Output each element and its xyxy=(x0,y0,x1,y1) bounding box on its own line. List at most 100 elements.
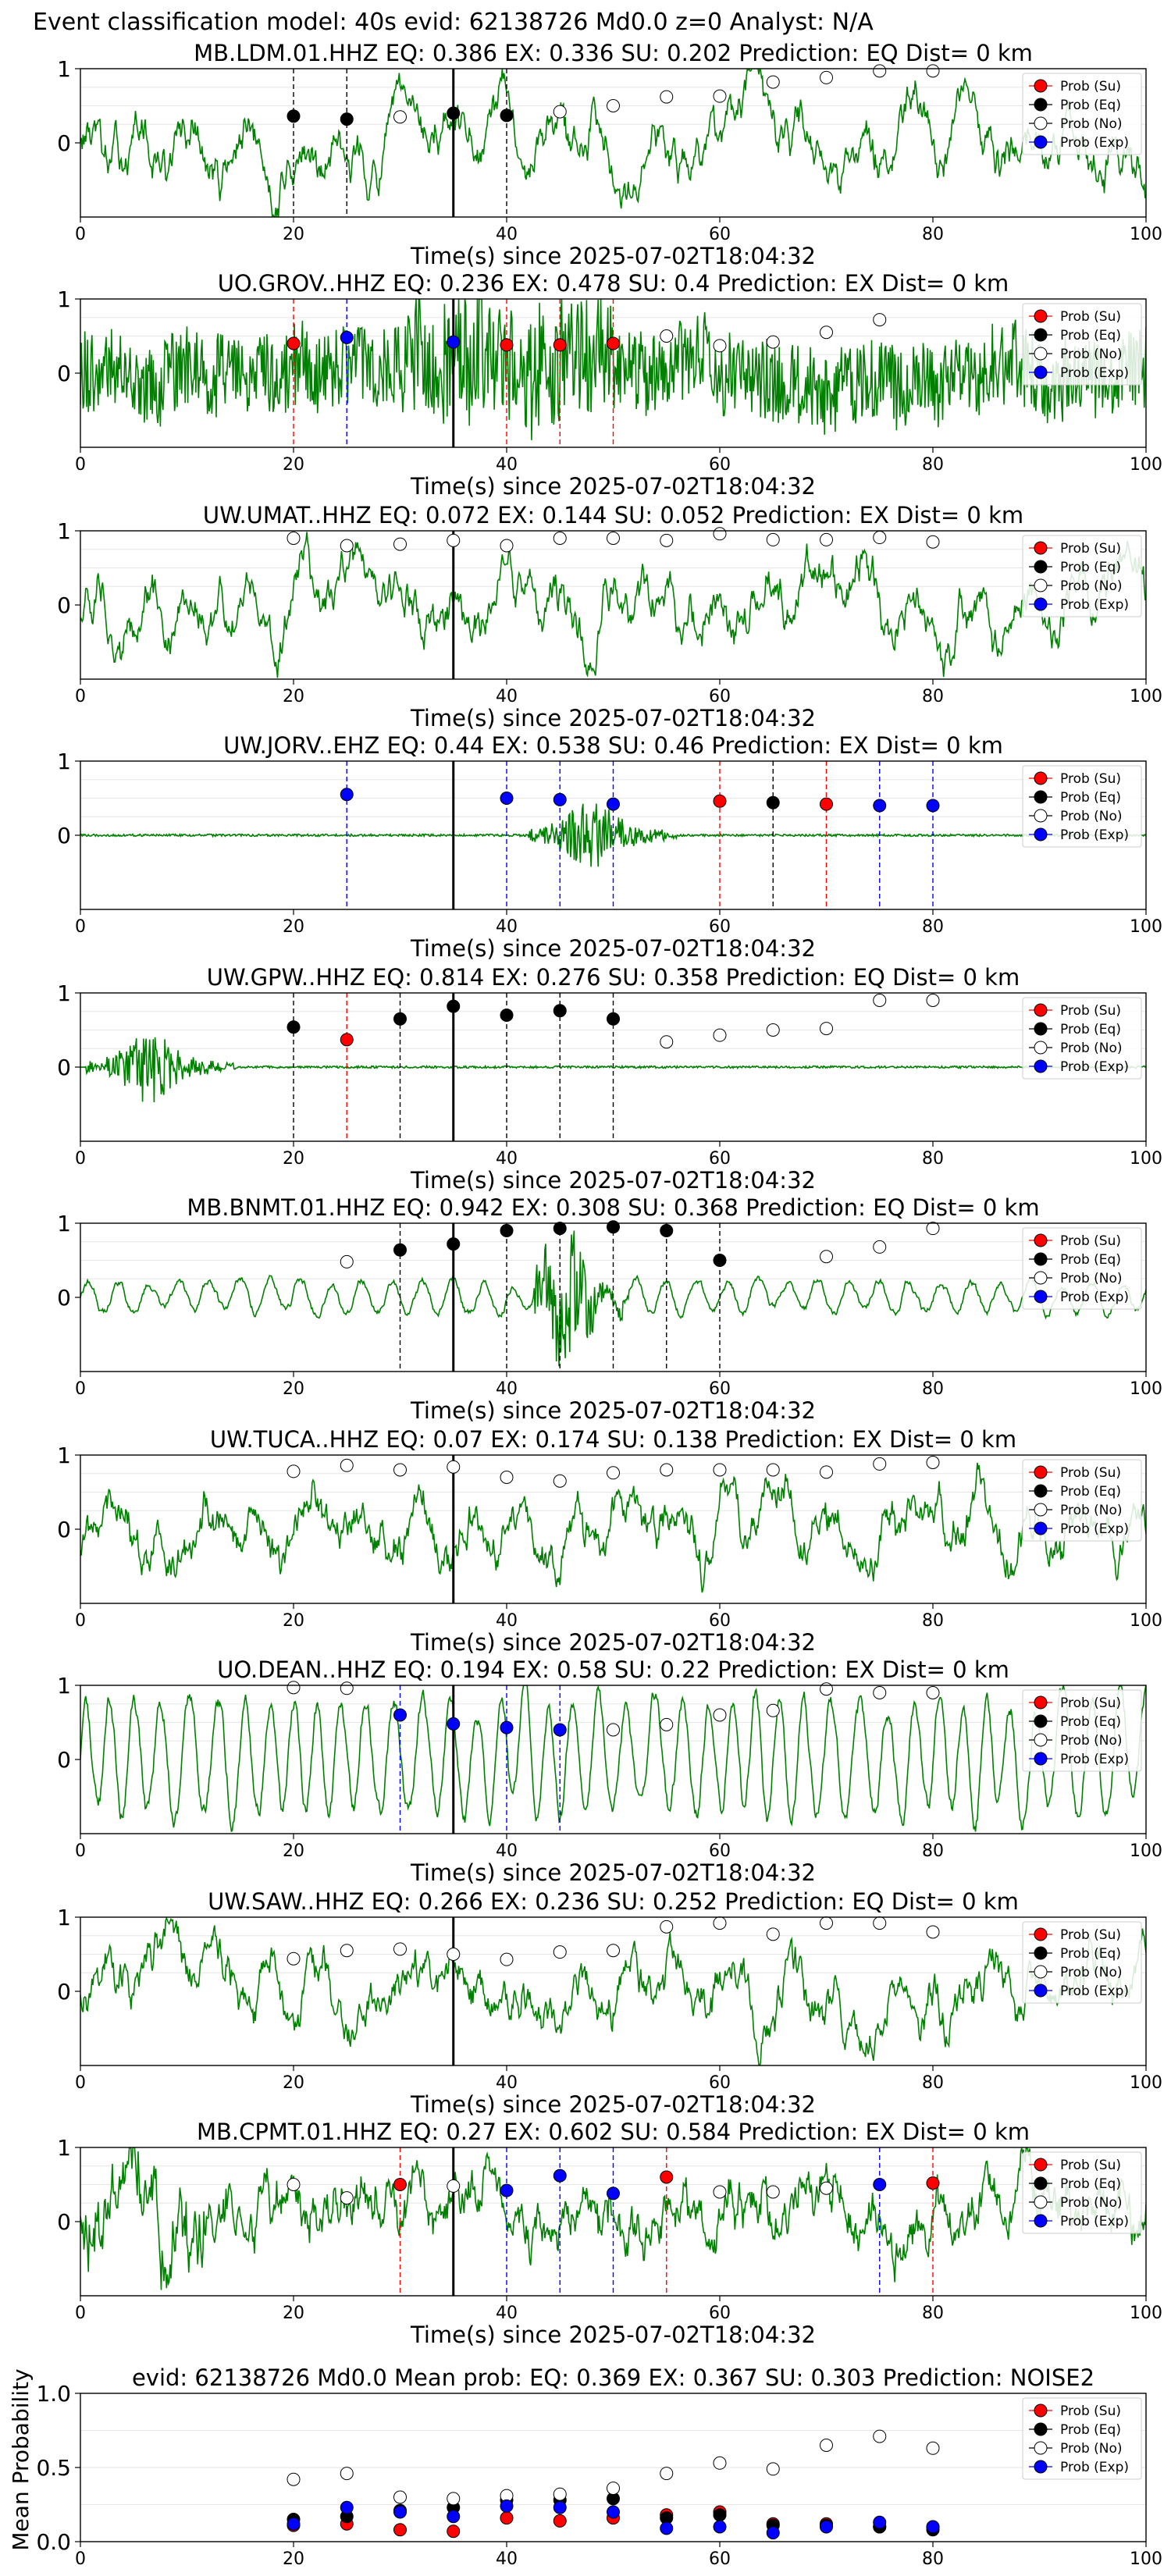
x-tick-label: 100 xyxy=(1130,687,1162,706)
mean-point-no xyxy=(820,2439,833,2452)
legend-marker xyxy=(1034,347,1048,361)
x-tick-label: 80 xyxy=(922,1841,944,1861)
prob-point-eq xyxy=(766,795,780,809)
y-tick-label: 0 xyxy=(57,1285,71,1311)
x-tick-label: 0 xyxy=(75,687,86,706)
prob-point-no xyxy=(926,1686,940,1699)
mean-point-no xyxy=(393,2490,407,2504)
prob-point-no xyxy=(660,1463,674,1477)
y-tick-label: 0 xyxy=(57,2209,71,2235)
legend-label: Prob (Eq) xyxy=(1060,328,1121,343)
prob-point-eq xyxy=(447,1237,461,1251)
panels: MB.LDM.01.HHZ EQ: 0.386 EX: 0.336 SU: 0.… xyxy=(8,40,1162,2569)
prob-point-no xyxy=(873,1916,887,1930)
x-tick-label: 80 xyxy=(922,2304,944,2323)
prob-point-no xyxy=(926,1925,940,1939)
legend-label: Prob (Exp) xyxy=(1060,1059,1129,1075)
prob-point-no xyxy=(660,1920,674,1934)
prob-point-no xyxy=(340,1254,354,1268)
prob-point-no xyxy=(287,2178,301,2191)
x-tick-label: 20 xyxy=(283,225,304,244)
prob-point-exp xyxy=(607,797,620,811)
legend-marker xyxy=(1034,328,1048,342)
x-tick-label: 0 xyxy=(75,917,86,937)
legend-frame xyxy=(1022,2151,1142,2234)
x-tick-label: 20 xyxy=(283,2549,304,2569)
waveform-trace xyxy=(80,1917,1146,2065)
legend: Prob (Su) Prob (Eq) Prob (No) Prob (Exp) xyxy=(1022,535,1142,617)
prob-point-no xyxy=(820,1250,833,1264)
x-axis-label: Time(s) since 2025-07-02T18:04:32 xyxy=(410,1397,816,1424)
x-tick-label: 20 xyxy=(283,687,304,706)
mean-point-no xyxy=(447,2492,461,2506)
legend-label: Prob (Eq) xyxy=(1060,790,1121,806)
mean-point-no xyxy=(340,2467,354,2481)
legend-marker xyxy=(1034,827,1048,841)
prob-point-su xyxy=(500,338,514,352)
prob-point-no xyxy=(766,2185,780,2199)
prob-point-no xyxy=(766,75,780,89)
waveform-trace xyxy=(80,299,1146,440)
legend-frame xyxy=(1022,73,1142,155)
waveform-trace xyxy=(80,532,1146,678)
legend-marker xyxy=(1034,1271,1048,1285)
prob-point-no xyxy=(713,89,727,103)
prob-point-no xyxy=(553,532,567,545)
prob-point-no xyxy=(393,1463,407,1477)
x-tick-label: 0 xyxy=(75,1841,86,1861)
prob-point-eq xyxy=(553,1222,567,1236)
y-tick-label: 1 xyxy=(57,1673,71,1699)
prob-point-no xyxy=(873,1686,887,1699)
legend-label: Prob (Su) xyxy=(1060,2158,1121,2173)
legend-label: Prob (No) xyxy=(1060,1271,1123,1286)
x-tick-label: 20 xyxy=(283,1149,304,1169)
x-axis-label: Time(s) since 2025-07-02T18:04:32 xyxy=(410,705,816,731)
x-tick-label: 20 xyxy=(283,1379,304,1399)
panel-title: MB.CPMT.01.HHZ EQ: 0.27 EX: 0.602 SU: 0.… xyxy=(197,2119,1030,2145)
legend-frame xyxy=(1022,303,1142,386)
prob-point-no xyxy=(340,539,354,553)
prob-point-no xyxy=(553,1474,567,1488)
prob-point-no xyxy=(766,532,780,546)
panel-title: UO.DEAN..HHZ EQ: 0.194 EX: 0.58 SU: 0.22… xyxy=(217,1656,1009,1683)
x-tick-label: 0 xyxy=(75,2073,86,2093)
legend-label: Prob (Su) xyxy=(1060,2403,1121,2419)
prob-point-exp xyxy=(447,335,461,349)
y-tick-label: 0 xyxy=(57,592,71,618)
x-tick-label: 80 xyxy=(922,1379,944,1399)
prob-point-no xyxy=(500,1471,514,1484)
legend-frame xyxy=(1022,1227,1142,1310)
prob-point-su xyxy=(553,338,567,352)
legend-label: Prob (Su) xyxy=(1060,309,1121,325)
mean-point-no xyxy=(660,2467,674,2481)
prob-point-eq xyxy=(553,1004,567,1018)
legend: Prob (Su) Prob (Eq) Prob (No) Prob (Exp) xyxy=(1022,1689,1142,1772)
prob-point-no xyxy=(607,1723,620,1737)
prob-point-eq xyxy=(500,109,514,123)
legend-marker xyxy=(1034,1059,1048,1073)
x-tick-label: 0 xyxy=(75,225,86,244)
prob-point-no xyxy=(820,1682,833,1696)
x-tick-label: 80 xyxy=(922,1611,944,1631)
legend-marker xyxy=(1034,1465,1048,1479)
prob-point-eq xyxy=(287,1020,301,1034)
x-tick-label: 0 xyxy=(75,1611,86,1631)
legend-frame xyxy=(1022,997,1142,1080)
legend: Prob (Su) Prob (Eq) Prob (No) Prob (Exp) xyxy=(1022,2397,1142,2480)
legend-marker xyxy=(1034,2460,1048,2474)
legend: Prob (Su) Prob (Eq) Prob (No) Prob (Exp) xyxy=(1022,73,1142,155)
legend-frame xyxy=(1022,2397,1142,2480)
x-axis-label: Time(s) since 2025-07-02T18:04:32 xyxy=(410,935,816,962)
x-tick-label: 60 xyxy=(709,1379,731,1399)
prob-point-exp xyxy=(393,1708,407,1722)
prob-point-no xyxy=(660,533,674,547)
legend-label: Prob (Exp) xyxy=(1060,1752,1129,1767)
panel-title: UO.GROV..HHZ EQ: 0.236 EX: 0.478 SU: 0.4… xyxy=(218,270,1009,297)
legend-marker xyxy=(1034,2195,1048,2209)
prob-point-no xyxy=(713,1028,727,1042)
x-tick-label: 60 xyxy=(709,1149,731,1169)
prob-point-no xyxy=(820,1916,833,1930)
legend-marker xyxy=(1034,1984,1048,1998)
prob-point-no xyxy=(660,1035,674,1049)
